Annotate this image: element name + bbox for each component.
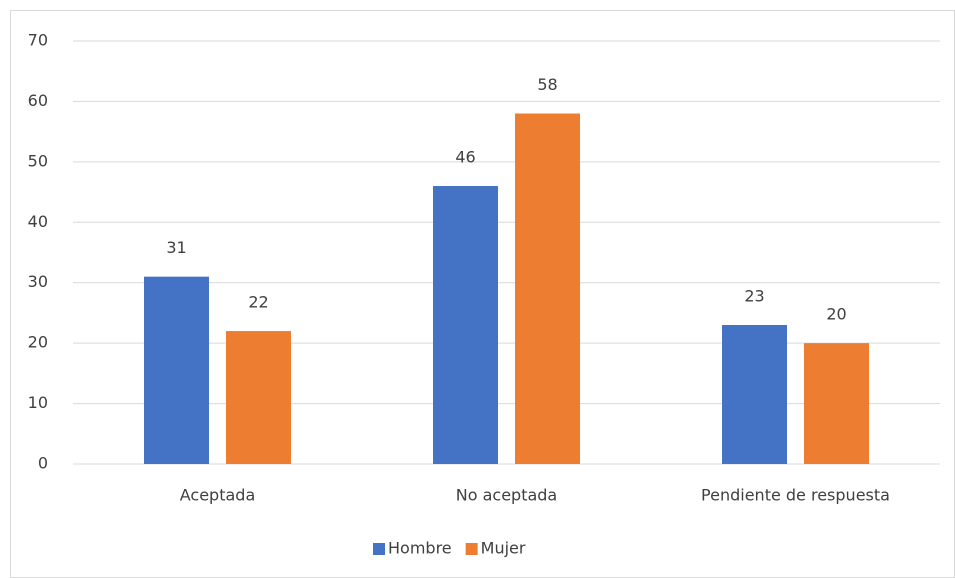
y-tick-label: 40 [28,212,48,231]
data-label: 58 [537,75,557,94]
bar [144,276,209,464]
x-tick-label: Aceptada [180,486,256,505]
x-tick-label: No aceptada [456,486,557,505]
bar [433,186,498,464]
y-tick-label: 20 [28,333,48,352]
y-tick-label: 30 [28,272,48,291]
y-tick-label: 70 [28,31,48,50]
data-label: 31 [166,238,186,257]
data-label: 22 [248,293,268,312]
legend-label: Hombre [388,539,452,558]
y-tick-label: 60 [28,91,48,110]
y-tick-label: 10 [28,393,48,412]
data-label: 20 [826,305,846,324]
data-label: 46 [455,148,475,167]
data-label: 23 [744,287,764,306]
x-tick-label: Pendiente de respuesta [701,486,890,505]
bar [515,113,580,464]
bar [722,325,787,464]
legend-swatch [373,543,385,555]
y-tick-label: 0 [38,454,48,473]
legend-swatch [465,543,478,555]
y-tick-label: 50 [28,151,48,170]
bar [804,343,869,464]
bar [226,331,291,464]
legend-label: Mujer [481,539,526,558]
